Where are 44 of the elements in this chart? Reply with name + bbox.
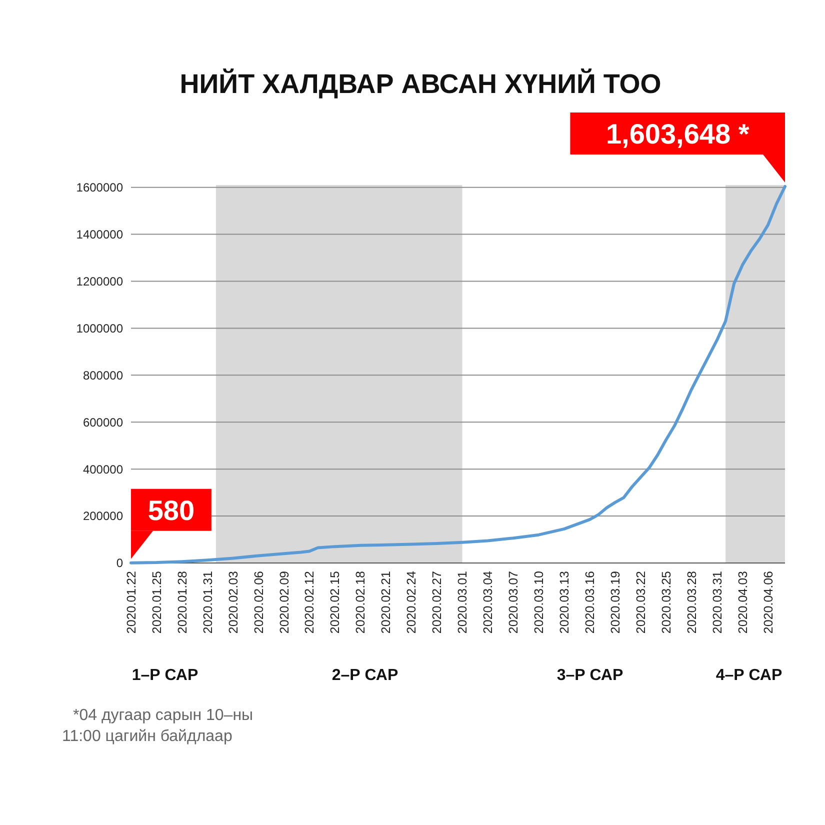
data-label: 580 [148,494,195,526]
x-tick-label: 2020.03.28 [684,570,699,634]
y-tick-label: 0 [116,556,124,570]
x-tick-label: 2020.03.31 [710,570,724,634]
data-label: 1,603,648 * [606,118,750,150]
x-tick-label: 2020.04.06 [761,570,776,634]
x-tick-label: 2020.03.16 [583,570,598,634]
y-tick-label: 1000000 [76,321,124,336]
y-tick-label: 600000 [82,415,124,430]
text: 2–Р САР [332,667,398,684]
text: 3–Р САР [556,667,624,684]
x-tick-label: 2020.03.10 [532,570,546,634]
text: 1–Р САР [132,667,198,684]
y-tick-label: 1600000 [76,180,124,195]
x-tick-label: 2020.03.22 [634,570,648,634]
x-tick-label: 2020.02.24 [404,570,419,634]
x-tick-label: 2020.03.13 [558,570,572,634]
text: 4–Р САР [716,667,782,684]
x-tick-label: 2020.01.22 [124,570,138,634]
x-tick-label: 2020.04.03 [736,570,750,634]
x-tick-label: 2020.01.31 [200,570,215,634]
x-tick-label: 2020.03.04 [481,570,496,634]
x-tick-label: 2020.02.21 [379,570,394,634]
y-tick-label: 1200000 [76,274,124,288]
x-tick-label: 2020.02.06 [252,570,266,634]
x-tick-label: 2020.01.28 [175,570,190,634]
x-tick-label: 2020.03.01 [456,570,470,634]
x-tick-label: 2020.02.12 [302,570,317,634]
x-tick-label: 2020.03.25 [659,570,674,634]
text: *04 дугаар сарын 10–ны 11:00 цагийн байдлаар [62,707,254,745]
x-tick-label: 2020.02.15 [328,570,342,634]
x-tick-label: 2020.03.19 [608,570,623,634]
x-tick-label: 2020.03.07 [506,570,521,634]
x-tick-label: 2020.01.25 [150,570,164,634]
line-series [130,184,786,564]
y-tick-label: 1400000 [76,228,124,242]
x-tick-label: 2020.02.27 [430,570,444,634]
y-tick-label: 200000 [82,509,124,524]
x-tick-label: 2020.02.03 [226,570,240,634]
y-tick-label: 800000 [82,368,124,382]
x-tick-label: 2020.02.09 [277,570,292,634]
chart-title: НИЙТ ХАЛДВАР АВСАН ХҮНИЙ ТОО [180,68,662,99]
x-tick-label: 2020.02.18 [354,570,368,634]
y-tick-label: 400000 [82,462,124,476]
